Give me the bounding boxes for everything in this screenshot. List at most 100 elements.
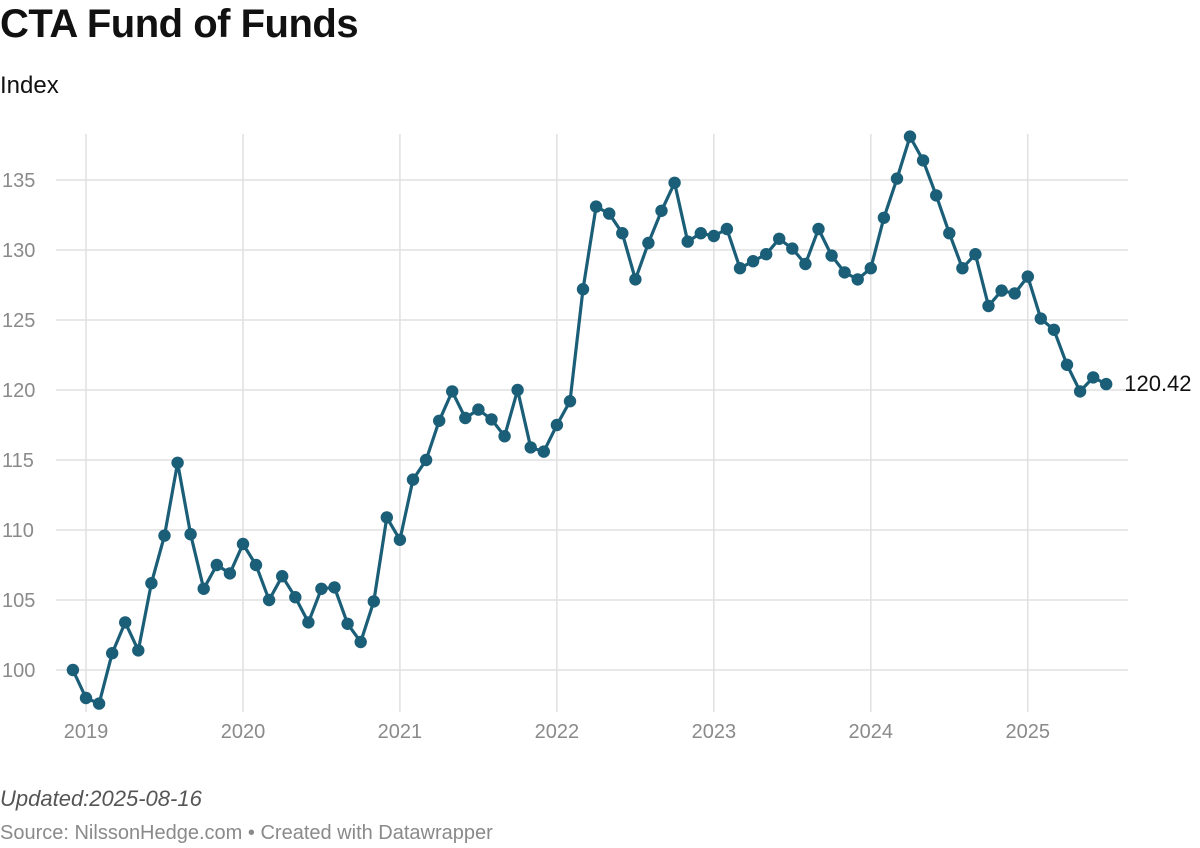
x-tick-label: 2019 [64, 721, 109, 743]
data-point [106, 647, 119, 660]
updated-date: Updated:2025-08-16 [0, 786, 202, 811]
data-point [668, 176, 681, 189]
data-point [616, 227, 629, 240]
data-point [171, 456, 184, 469]
data-point [877, 211, 891, 224]
y-tick-label: 135 [2, 170, 35, 192]
data-point [550, 418, 564, 432]
data-point [825, 249, 838, 262]
y-axis-ticks: 100 105 110 115 120 125 130 135 [2, 170, 35, 682]
data-point [1021, 270, 1034, 283]
data-point [184, 528, 197, 541]
data-point [890, 172, 904, 185]
chart-title: CTA Fund of Funds [0, 2, 359, 46]
data-point [642, 236, 655, 250]
data-point [328, 581, 341, 594]
data-point [1034, 312, 1048, 325]
chart-subtitle: Index [0, 72, 59, 99]
x-tick-label: 2021 [378, 721, 423, 743]
data-point [720, 222, 734, 236]
data-point [367, 595, 380, 608]
data-point [119, 616, 132, 629]
source-link[interactable]: NilssonHedge.com [74, 822, 243, 844]
x-axis-ticks: 2019 2020 2021 2022 2023 2024 2025 [64, 721, 1050, 743]
series-index: 120.42 [66, 130, 1192, 710]
data-point [132, 644, 145, 657]
x-tick-label: 2022 [535, 721, 580, 743]
y-tick-label: 105 [2, 590, 35, 612]
data-point [262, 593, 276, 607]
y-tick-label: 100 [2, 660, 35, 682]
data-point [786, 242, 799, 255]
data-point [419, 453, 433, 467]
data-point [576, 283, 590, 296]
data-point [603, 207, 616, 220]
data-point [812, 222, 825, 236]
series-line [71, 135, 1108, 706]
x-tick-label: 2024 [849, 721, 894, 743]
data-point [354, 635, 367, 649]
data-point [655, 204, 668, 217]
data-point [485, 413, 498, 426]
data-point [943, 227, 956, 240]
source-prefix: Source: [0, 822, 75, 844]
data-point [210, 558, 223, 572]
x-tick-label: 2025 [1006, 721, 1051, 743]
x-tick-label: 2020 [221, 721, 266, 743]
credit-link[interactable]: Created with Datawrapper [260, 822, 493, 844]
data-point [498, 430, 511, 443]
data-point [995, 284, 1008, 297]
data-point [158, 529, 171, 542]
data-point [302, 616, 315, 629]
data-point [537, 445, 550, 458]
data-point [92, 697, 106, 710]
y-tick-label: 130 [2, 240, 35, 262]
data-point [969, 248, 982, 261]
data-point [459, 411, 472, 425]
end-value-label: 120.42 [1124, 371, 1191, 396]
data-point [79, 691, 93, 705]
data-point [799, 257, 812, 271]
data-point [289, 591, 302, 604]
data-point [864, 262, 877, 275]
data-point [1008, 287, 1021, 300]
data-point [1087, 371, 1100, 384]
data-point [838, 266, 851, 279]
data-point [1060, 358, 1074, 371]
data-point [563, 395, 577, 408]
data-point [733, 262, 747, 275]
data-point [1047, 323, 1061, 336]
data-point [433, 414, 446, 427]
data-point [930, 189, 943, 202]
y-tick-label: 120 [2, 380, 35, 402]
y-tick-label: 115 [2, 450, 34, 472]
data-point [511, 383, 524, 397]
data-point [446, 385, 459, 398]
data-point [760, 248, 773, 261]
data-point [236, 537, 250, 551]
y-tick-label: 125 [2, 310, 35, 332]
data-point [393, 533, 407, 546]
data-point [851, 273, 864, 286]
data-point [681, 235, 694, 248]
data-point [66, 663, 80, 677]
data-point [982, 299, 995, 313]
footer-separator: • [242, 822, 261, 844]
data-point [746, 255, 760, 268]
data-point [1073, 385, 1087, 398]
data-point [694, 227, 707, 240]
data-point [707, 229, 720, 243]
data-point [773, 232, 786, 245]
data-point [249, 558, 263, 572]
y-tick-label: 110 [2, 520, 34, 542]
data-point [589, 200, 603, 213]
line-chart: 2019 2020 2021 2022 2023 2024 2025 100 105 110 11… [2, 130, 1192, 743]
data-point [629, 273, 642, 286]
data-point [341, 617, 354, 630]
data-point [956, 262, 969, 275]
data-point [276, 570, 289, 583]
data-point [197, 582, 210, 595]
grid-lines [56, 134, 1128, 712]
data-point [916, 154, 930, 167]
data-point [145, 577, 158, 590]
